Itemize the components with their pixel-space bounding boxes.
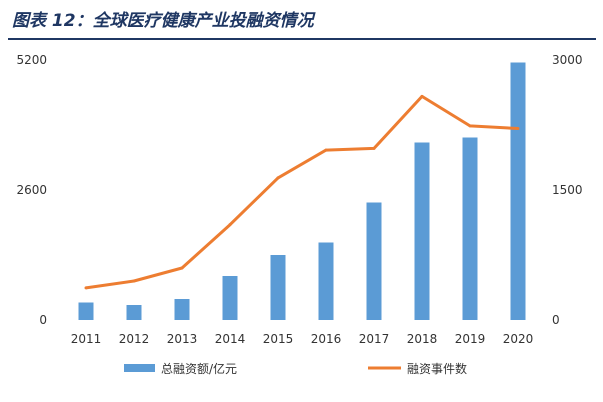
- y-left-tick-2600: 2600: [16, 183, 47, 197]
- axis-ticks: 2011 2012 2013 2014 2015 2016 2017 2018 2019 2020…: [16, 53, 582, 346]
- y-left-tick-0: 0: [39, 313, 47, 327]
- bar-2011: [78, 302, 94, 320]
- line-point-2011: [84, 286, 88, 290]
- line-point-2013: [180, 266, 184, 270]
- line-events: [85, 94, 519, 290]
- x-tick-2018: 2018: [407, 332, 438, 346]
- x-tick-2013: 2013: [167, 332, 198, 346]
- y-right-tick-1500: 1500: [552, 183, 583, 197]
- legend-label-bar: 总融资额/亿元: [161, 361, 237, 376]
- bar-2015: [270, 255, 286, 320]
- bar-2013: [174, 299, 190, 320]
- legend: 总融资额/亿元 融资事件数: [124, 361, 467, 376]
- line-point-2015: [276, 176, 280, 180]
- legend-label-line: 融资事件数: [407, 361, 467, 376]
- x-tick-2016: 2016: [311, 332, 342, 346]
- line-point-2016: [324, 148, 328, 152]
- x-tick-2012: 2012: [119, 332, 150, 346]
- y-right-tick-0: 0: [552, 313, 560, 327]
- x-tick-2020: 2020: [503, 332, 534, 346]
- x-tick-2011: 2011: [71, 332, 102, 346]
- line-point-2012: [132, 279, 136, 283]
- chart-title: 图表 12：全球医疗健康产业投融资情况: [12, 11, 314, 31]
- title-underline: [8, 38, 596, 40]
- line-point-2017: [372, 146, 376, 150]
- x-tick-2017: 2017: [359, 332, 390, 346]
- x-tick-2019: 2019: [455, 332, 486, 346]
- bar-2012: [126, 305, 142, 320]
- legend-swatch-bar: [124, 364, 155, 372]
- y-left-tick-5200: 5200: [16, 53, 47, 67]
- line-point-2014: [228, 223, 232, 227]
- bar-2019: [462, 137, 478, 320]
- line-series: [84, 94, 520, 290]
- bar-series: [78, 62, 526, 320]
- bar-2020: [510, 62, 526, 320]
- bar-2017: [366, 202, 382, 320]
- bar-2014: [222, 276, 238, 320]
- line-point-2018: [420, 94, 424, 98]
- bar-2016: [318, 242, 334, 320]
- x-tick-2014: 2014: [215, 332, 246, 346]
- bar-2018: [414, 142, 430, 320]
- line-point-2019: [468, 124, 472, 128]
- x-tick-2015: 2015: [263, 332, 294, 346]
- y-right-tick-3000: 3000: [552, 53, 583, 67]
- line-point-2020: [516, 126, 520, 130]
